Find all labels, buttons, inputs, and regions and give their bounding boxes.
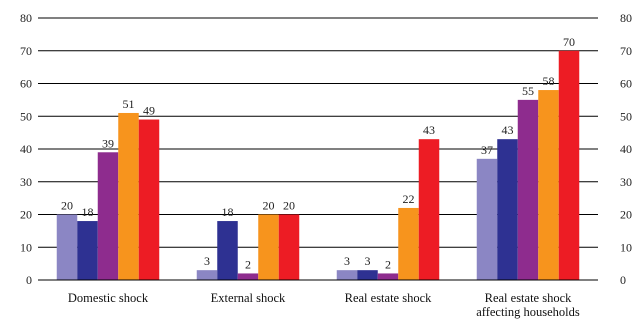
bar <box>377 273 399 280</box>
bar-value-label: 58 <box>543 74 555 88</box>
y-tick-label-right: 20 <box>620 208 632 222</box>
y-tick-label-right: 50 <box>620 109 632 123</box>
bar <box>336 270 358 280</box>
bar-value-label: 43 <box>423 123 435 137</box>
bar-value-label: 20 <box>283 199 295 213</box>
y-tick-label-left: 20 <box>20 208 32 222</box>
bar <box>138 119 160 281</box>
x-category-label-line: Domestic shock <box>68 291 149 305</box>
bar <box>476 158 498 280</box>
x-category-label-line: affecting households <box>476 305 580 319</box>
bar <box>196 270 218 280</box>
bar <box>497 139 518 280</box>
y-tick-label-left: 0 <box>26 273 32 287</box>
bar-value-label: 22 <box>403 192 415 206</box>
y-tick-label-left: 50 <box>20 109 32 123</box>
x-category-label: External shock <box>211 291 286 305</box>
bar-value-label: 70 <box>563 35 575 49</box>
x-category-label: Real estate shock affecting households <box>476 291 580 319</box>
y-tick-label-right: 40 <box>620 142 632 156</box>
bar-value-label: 51 <box>123 97 135 111</box>
bar <box>418 139 440 280</box>
bar <box>538 90 559 280</box>
bar-value-label: 49 <box>143 104 155 118</box>
bar <box>258 214 279 280</box>
x-category-label-line: Real estate shock <box>485 291 573 305</box>
y-tick-label-right: 60 <box>620 77 632 91</box>
bar <box>558 50 580 280</box>
bar-value-label: 20 <box>61 199 73 213</box>
bar-value-label: 3 <box>365 254 371 268</box>
bar <box>398 207 419 280</box>
bar-value-label: 3 <box>344 254 350 268</box>
y-tick-label-right: 30 <box>620 175 632 189</box>
bar <box>237 273 259 280</box>
bar-value-label: 55 <box>522 84 534 98</box>
y-tick-label-left: 70 <box>20 44 32 58</box>
bar-value-label: 2 <box>385 257 391 271</box>
bar <box>56 214 78 280</box>
y-tick-label-left: 10 <box>20 240 32 254</box>
y-tick-label-right: 0 <box>620 273 626 287</box>
bar-value-label: 3 <box>204 254 210 268</box>
y-tick-label-right: 80 <box>620 11 632 25</box>
y-tick-label-right: 70 <box>620 44 632 58</box>
x-category-label-line: Real estate shock <box>345 291 433 305</box>
bar-value-label: 18 <box>222 205 234 219</box>
bar-value-label: 43 <box>502 123 514 137</box>
bar-value-label: 20 <box>263 199 275 213</box>
bar <box>118 112 139 280</box>
x-category-label: Domestic shock <box>68 291 149 305</box>
x-category-label-line: External shock <box>211 291 286 305</box>
y-tick-label-left: 40 <box>20 142 32 156</box>
bars <box>56 50 580 281</box>
bar <box>357 270 378 280</box>
bar <box>77 221 98 280</box>
y-tick-label-left: 80 <box>20 11 32 25</box>
bar <box>278 214 300 280</box>
x-category-label: Real estate shock <box>345 291 433 305</box>
y-tick-label-left: 60 <box>20 77 32 91</box>
bar <box>217 221 238 280</box>
y-tick-label-right: 10 <box>620 240 632 254</box>
axes: 0 0 10 10 20 20 30 30 40 40 50 50 60 60 70 70 80 80 Domest… <box>20 11 632 319</box>
bar <box>517 99 539 280</box>
bar <box>97 152 119 280</box>
y-tick-label-left: 30 <box>20 175 32 189</box>
bar-value-label: 37 <box>481 143 493 157</box>
bar-value-label: 18 <box>82 205 94 219</box>
bar-value-label: 2 <box>245 257 251 271</box>
bar-value-label: 39 <box>102 136 114 150</box>
